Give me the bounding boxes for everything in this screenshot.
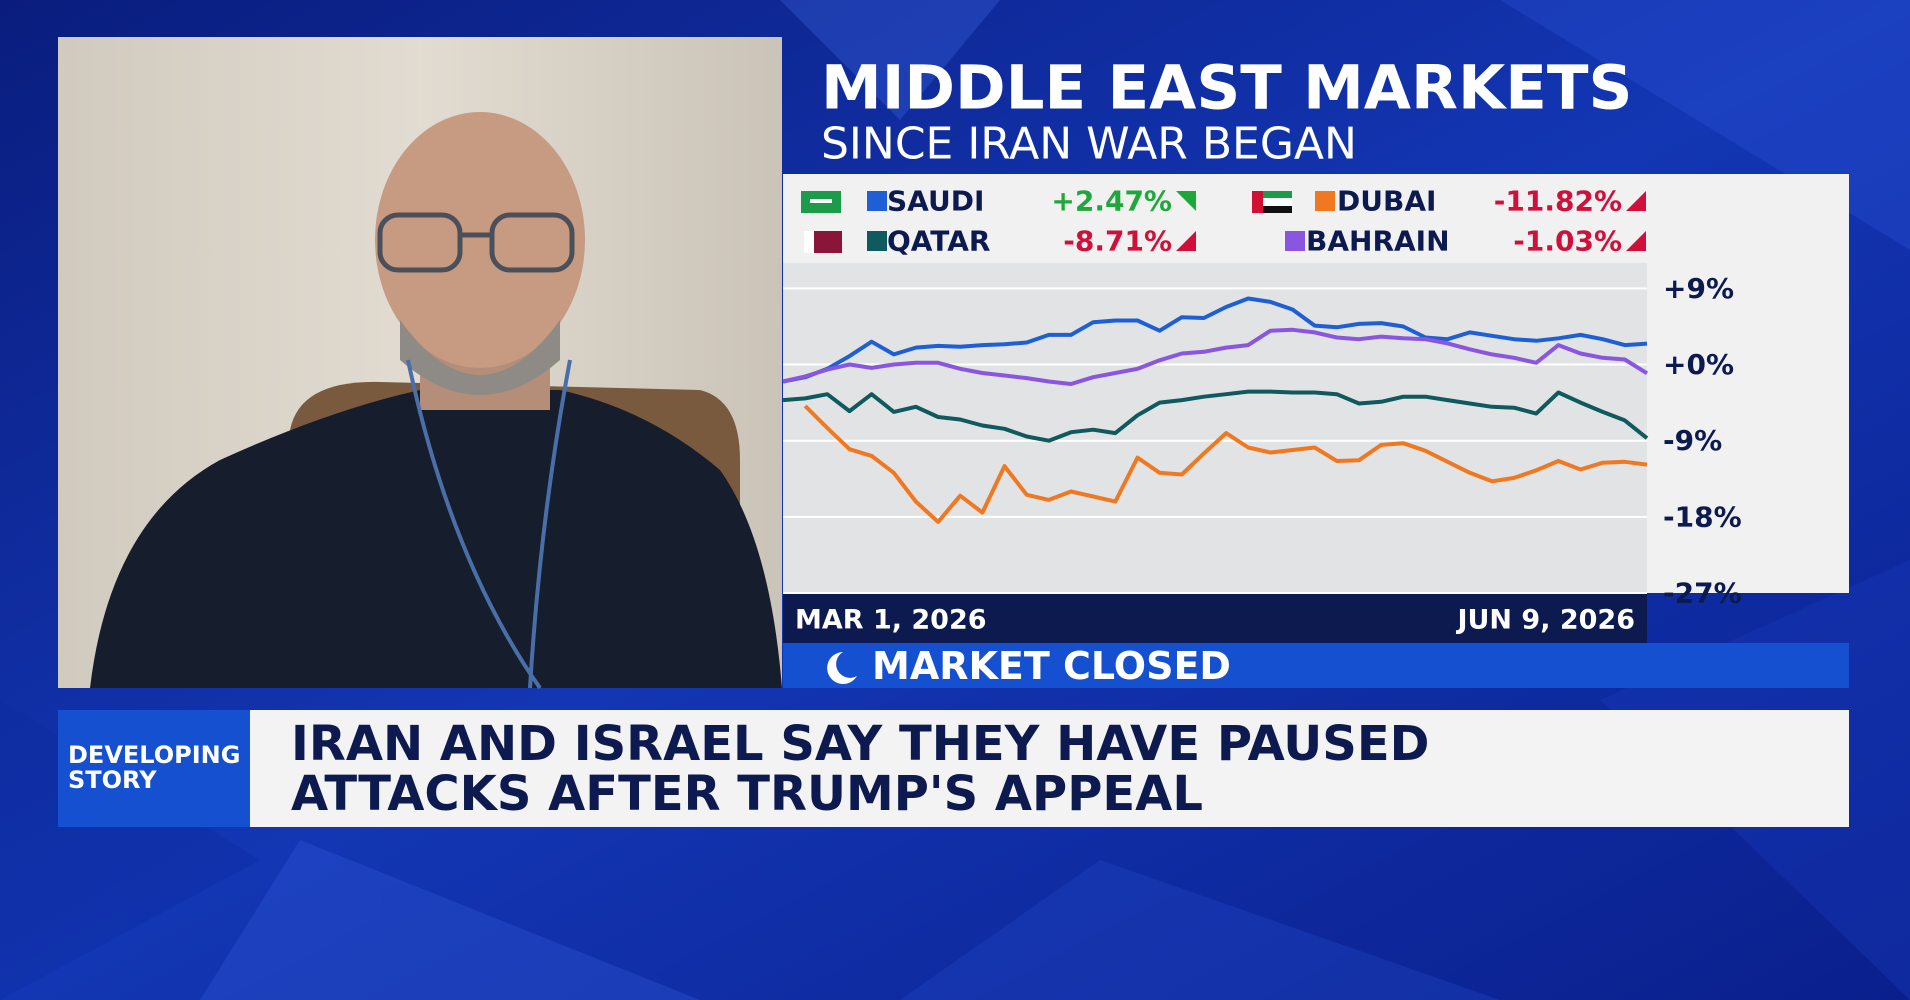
headline-panel	[58, 710, 1849, 827]
y-tick-label: -18%	[1663, 500, 1742, 533]
headline: IRAN AND ISRAEL SAY THEY HAVE PAUSED	[291, 716, 1429, 772]
chart-subtitle: SINCE IRAN WAR BEGAN	[821, 119, 1357, 170]
series-line	[803, 404, 1648, 524]
plot-area	[783, 263, 1647, 593]
headline: ATTACKS AFTER TRUMP'S APPEAL	[291, 766, 1203, 822]
shirt	[90, 390, 782, 688]
legend-swatch	[867, 191, 887, 211]
y-tick-label: -27%	[1663, 577, 1742, 610]
video-feed	[58, 37, 782, 690]
glasses	[377, 212, 575, 273]
change-arrow	[1176, 191, 1196, 211]
earphone-cable	[406, 359, 572, 690]
series-line	[782, 296, 1648, 384]
y-tick-label: +0%	[1663, 348, 1734, 381]
change-arrow	[1626, 231, 1646, 251]
moon-icon	[827, 652, 857, 684]
flag-uae	[1252, 191, 1292, 213]
date-bar	[783, 593, 1647, 643]
legend-swatch	[867, 231, 887, 251]
change-label: +2.47%	[1051, 185, 1172, 218]
flag-qatar	[804, 231, 842, 253]
change-label: -11.82%	[1494, 185, 1622, 218]
legend-swatch	[1315, 191, 1335, 211]
chart-title: MIDDLE EAST MARKETS	[821, 53, 1632, 124]
y-tick-label: +9%	[1663, 272, 1734, 305]
change-label: -1.03%	[1513, 225, 1622, 258]
legend-label: SAUDI	[887, 185, 984, 218]
legend-swatch	[1285, 231, 1305, 251]
story-tag: DEVELOPING	[68, 741, 240, 769]
story-tag: STORY	[68, 766, 157, 794]
change-label: -8.71%	[1063, 225, 1172, 258]
series-line	[782, 389, 1649, 443]
status-bar	[783, 643, 1849, 688]
y-tick-label: -9%	[1663, 424, 1722, 457]
change-arrow	[1626, 191, 1646, 211]
x-tick-label: JUN 9, 2026	[1455, 605, 1635, 636]
change-arrow	[1176, 231, 1196, 251]
market-status: MARKET CLOSED	[872, 644, 1231, 688]
x-tick-label: MAR 1, 2026	[795, 605, 987, 636]
beard	[400, 320, 560, 395]
head	[375, 112, 585, 368]
legend-label: BAHRAIN	[1306, 225, 1450, 258]
tag-panel	[58, 710, 250, 827]
legend-label: DUBAI	[1337, 185, 1436, 218]
legend-label: QATAR	[887, 225, 990, 258]
flag-saudi	[801, 191, 841, 213]
series-line	[782, 327, 1649, 386]
